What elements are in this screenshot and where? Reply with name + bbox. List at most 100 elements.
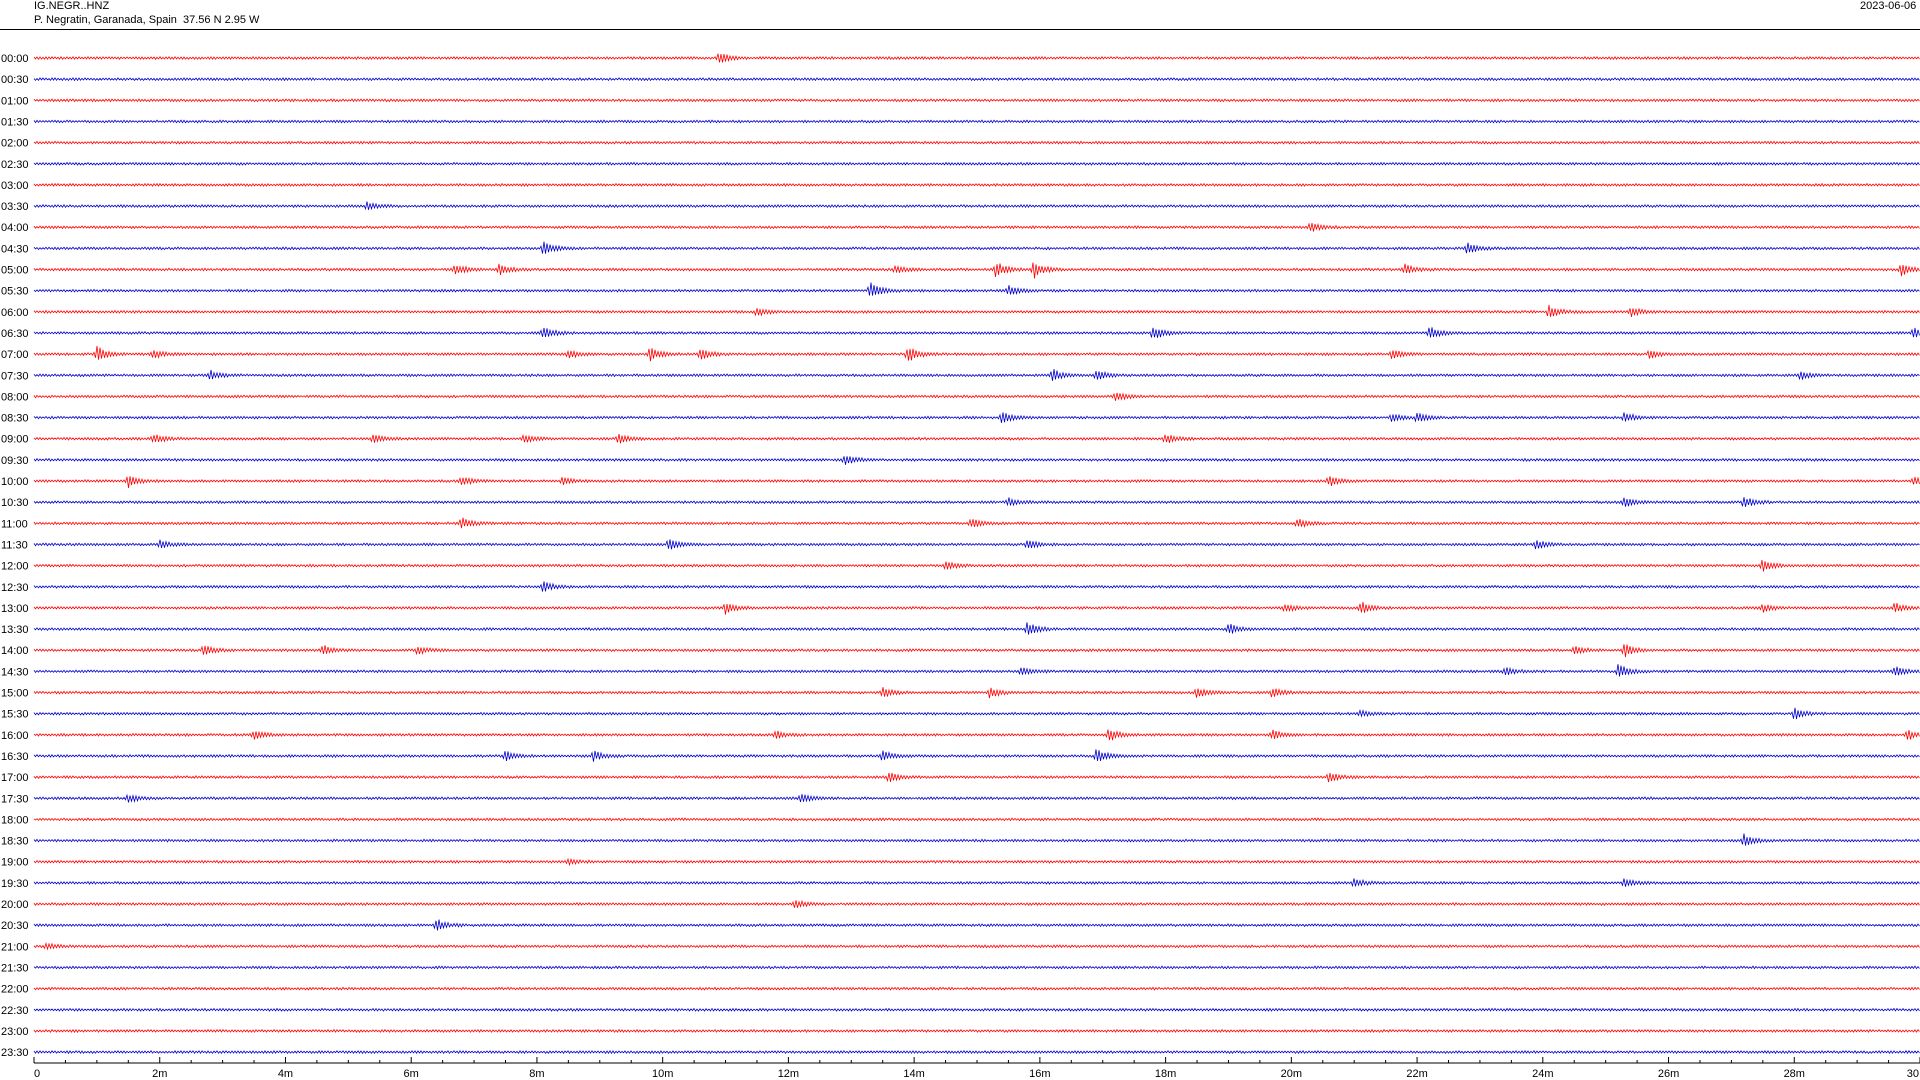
row-time-label: 21:00 bbox=[1, 941, 29, 953]
row-time-label: 20:00 bbox=[1, 899, 29, 911]
x-tick-label: 0 bbox=[34, 1068, 40, 1080]
row-time-label: 13:30 bbox=[1, 624, 29, 636]
x-tick-label: 20m bbox=[1281, 1068, 1302, 1080]
trace-line bbox=[33, 1050, 1920, 1055]
trace-line bbox=[33, 986, 1920, 991]
row-time-label: 23:00 bbox=[1, 1026, 29, 1038]
row-time-label: 19:30 bbox=[1, 878, 29, 890]
row-time-label: 23:30 bbox=[1, 1047, 29, 1059]
trace-line bbox=[33, 817, 1920, 822]
trace-line bbox=[33, 941, 1920, 951]
row-time-label: 21:30 bbox=[1, 962, 29, 974]
row-time-label: 13:00 bbox=[1, 603, 29, 615]
row-time-label: 07:30 bbox=[1, 370, 29, 382]
x-tick-label: 30 bbox=[1907, 1068, 1919, 1080]
row-time-label: 03:30 bbox=[1, 201, 29, 213]
trace-line bbox=[33, 161, 1920, 166]
trace-line bbox=[33, 304, 1920, 317]
time-axis: 0 2m 4m 6m 8m 10m 12m 14m 16m 18m 20m 22m 24m 26m 28m 3… bbox=[33, 1057, 1920, 1080]
trace-line bbox=[33, 772, 1920, 783]
row-time-label: 15:30 bbox=[1, 709, 29, 721]
row-time-label: 22:30 bbox=[1, 1005, 29, 1017]
x-tick-label: 6m bbox=[404, 1068, 419, 1080]
trace-line bbox=[33, 560, 1920, 572]
row-time-label: 10:30 bbox=[1, 497, 29, 509]
trace-line bbox=[33, 241, 1920, 254]
trace-line bbox=[33, 793, 1920, 803]
row-time-label: 14:30 bbox=[1, 666, 29, 678]
trace-line bbox=[33, 456, 1920, 465]
trace-line bbox=[33, 517, 1920, 529]
row-time-label: 09:00 bbox=[1, 434, 29, 446]
row-time-label: 05:00 bbox=[1, 265, 29, 277]
trace-line bbox=[33, 687, 1920, 699]
row-time-label: 16:00 bbox=[1, 730, 29, 742]
row-time-label: 07:00 bbox=[1, 349, 29, 361]
trace-line bbox=[33, 140, 1920, 145]
trace-line bbox=[33, 77, 1920, 82]
trace-line bbox=[33, 53, 1920, 63]
trace-rows: 00:00 00:30 01:00 01:30 02:00 02:30 03:00 03:30… bbox=[1, 53, 1920, 1059]
row-time-label: 11:30 bbox=[1, 539, 28, 551]
row-time-label: 08:30 bbox=[1, 413, 29, 425]
row-time-label: 11:00 bbox=[1, 518, 28, 530]
header: IG.NEGR..HNZ P. Negratin, Garanada, Spai… bbox=[0, 0, 1920, 30]
trace-line bbox=[33, 833, 1920, 846]
trace-line bbox=[33, 664, 1920, 677]
row-time-label: 05:30 bbox=[1, 286, 29, 298]
trace-line bbox=[33, 1007, 1920, 1012]
plot-date: 2023-06-06 bbox=[1860, 0, 1917, 12]
trace-line bbox=[33, 965, 1920, 970]
trace-line bbox=[33, 729, 1920, 741]
trace-line bbox=[33, 601, 1920, 615]
trace-line bbox=[33, 433, 1920, 444]
row-time-label: 06:00 bbox=[1, 307, 29, 319]
row-time-label: 18:30 bbox=[1, 836, 29, 848]
trace-line bbox=[33, 919, 1920, 931]
row-time-label: 17:00 bbox=[1, 772, 29, 784]
row-time-label: 01:00 bbox=[1, 95, 29, 107]
row-time-label: 12:30 bbox=[1, 582, 29, 594]
x-tick-label: 10m bbox=[652, 1068, 673, 1080]
trace-line bbox=[33, 476, 1920, 488]
row-time-label: 02:00 bbox=[1, 138, 29, 150]
x-tick-label: 14m bbox=[903, 1068, 924, 1080]
row-time-label: 18:00 bbox=[1, 814, 29, 826]
row-time-label: 04:30 bbox=[1, 243, 29, 255]
trace-line bbox=[33, 581, 1920, 592]
row-time-label: 22:00 bbox=[1, 984, 29, 996]
row-time-label: 00:30 bbox=[1, 74, 29, 86]
trace-line bbox=[33, 899, 1920, 908]
x-tick-label: 2m bbox=[152, 1068, 167, 1080]
x-tick-label: 22m bbox=[1406, 1068, 1427, 1080]
row-time-label: 03:00 bbox=[1, 180, 29, 192]
trace-line bbox=[33, 878, 1920, 888]
trace-line bbox=[33, 392, 1920, 401]
x-tick-label: 24m bbox=[1532, 1068, 1553, 1080]
x-tick-label: 8m bbox=[529, 1068, 544, 1080]
trace-line bbox=[33, 857, 1920, 867]
trace-line bbox=[33, 644, 1920, 658]
row-time-label: 12:00 bbox=[1, 561, 29, 573]
row-time-label: 16:30 bbox=[1, 751, 29, 763]
trace-line bbox=[33, 201, 1920, 211]
x-tick-label: 26m bbox=[1658, 1068, 1679, 1080]
header-rule bbox=[0, 29, 1920, 30]
x-tick-label: 4m bbox=[278, 1068, 293, 1080]
row-time-label: 14:00 bbox=[1, 645, 29, 657]
row-time-label: 02:30 bbox=[1, 159, 29, 171]
row-time-label: 00:00 bbox=[1, 53, 29, 65]
trace-line bbox=[33, 119, 1920, 124]
row-time-label: 20:30 bbox=[1, 920, 29, 932]
station-location: P. Negratin, Garanada, Spain 37.56 N 2.9… bbox=[34, 14, 260, 26]
x-tick-label: 16m bbox=[1029, 1068, 1050, 1080]
x-tick-label: 12m bbox=[778, 1068, 799, 1080]
trace-line bbox=[33, 497, 1920, 507]
row-time-label: 10:00 bbox=[1, 476, 29, 488]
row-time-label: 17:30 bbox=[1, 793, 29, 805]
trace-line bbox=[33, 749, 1920, 762]
row-time-label: 04:00 bbox=[1, 222, 29, 234]
trace-line bbox=[33, 412, 1920, 423]
station-code: IG.NEGR..HNZ bbox=[34, 0, 110, 12]
